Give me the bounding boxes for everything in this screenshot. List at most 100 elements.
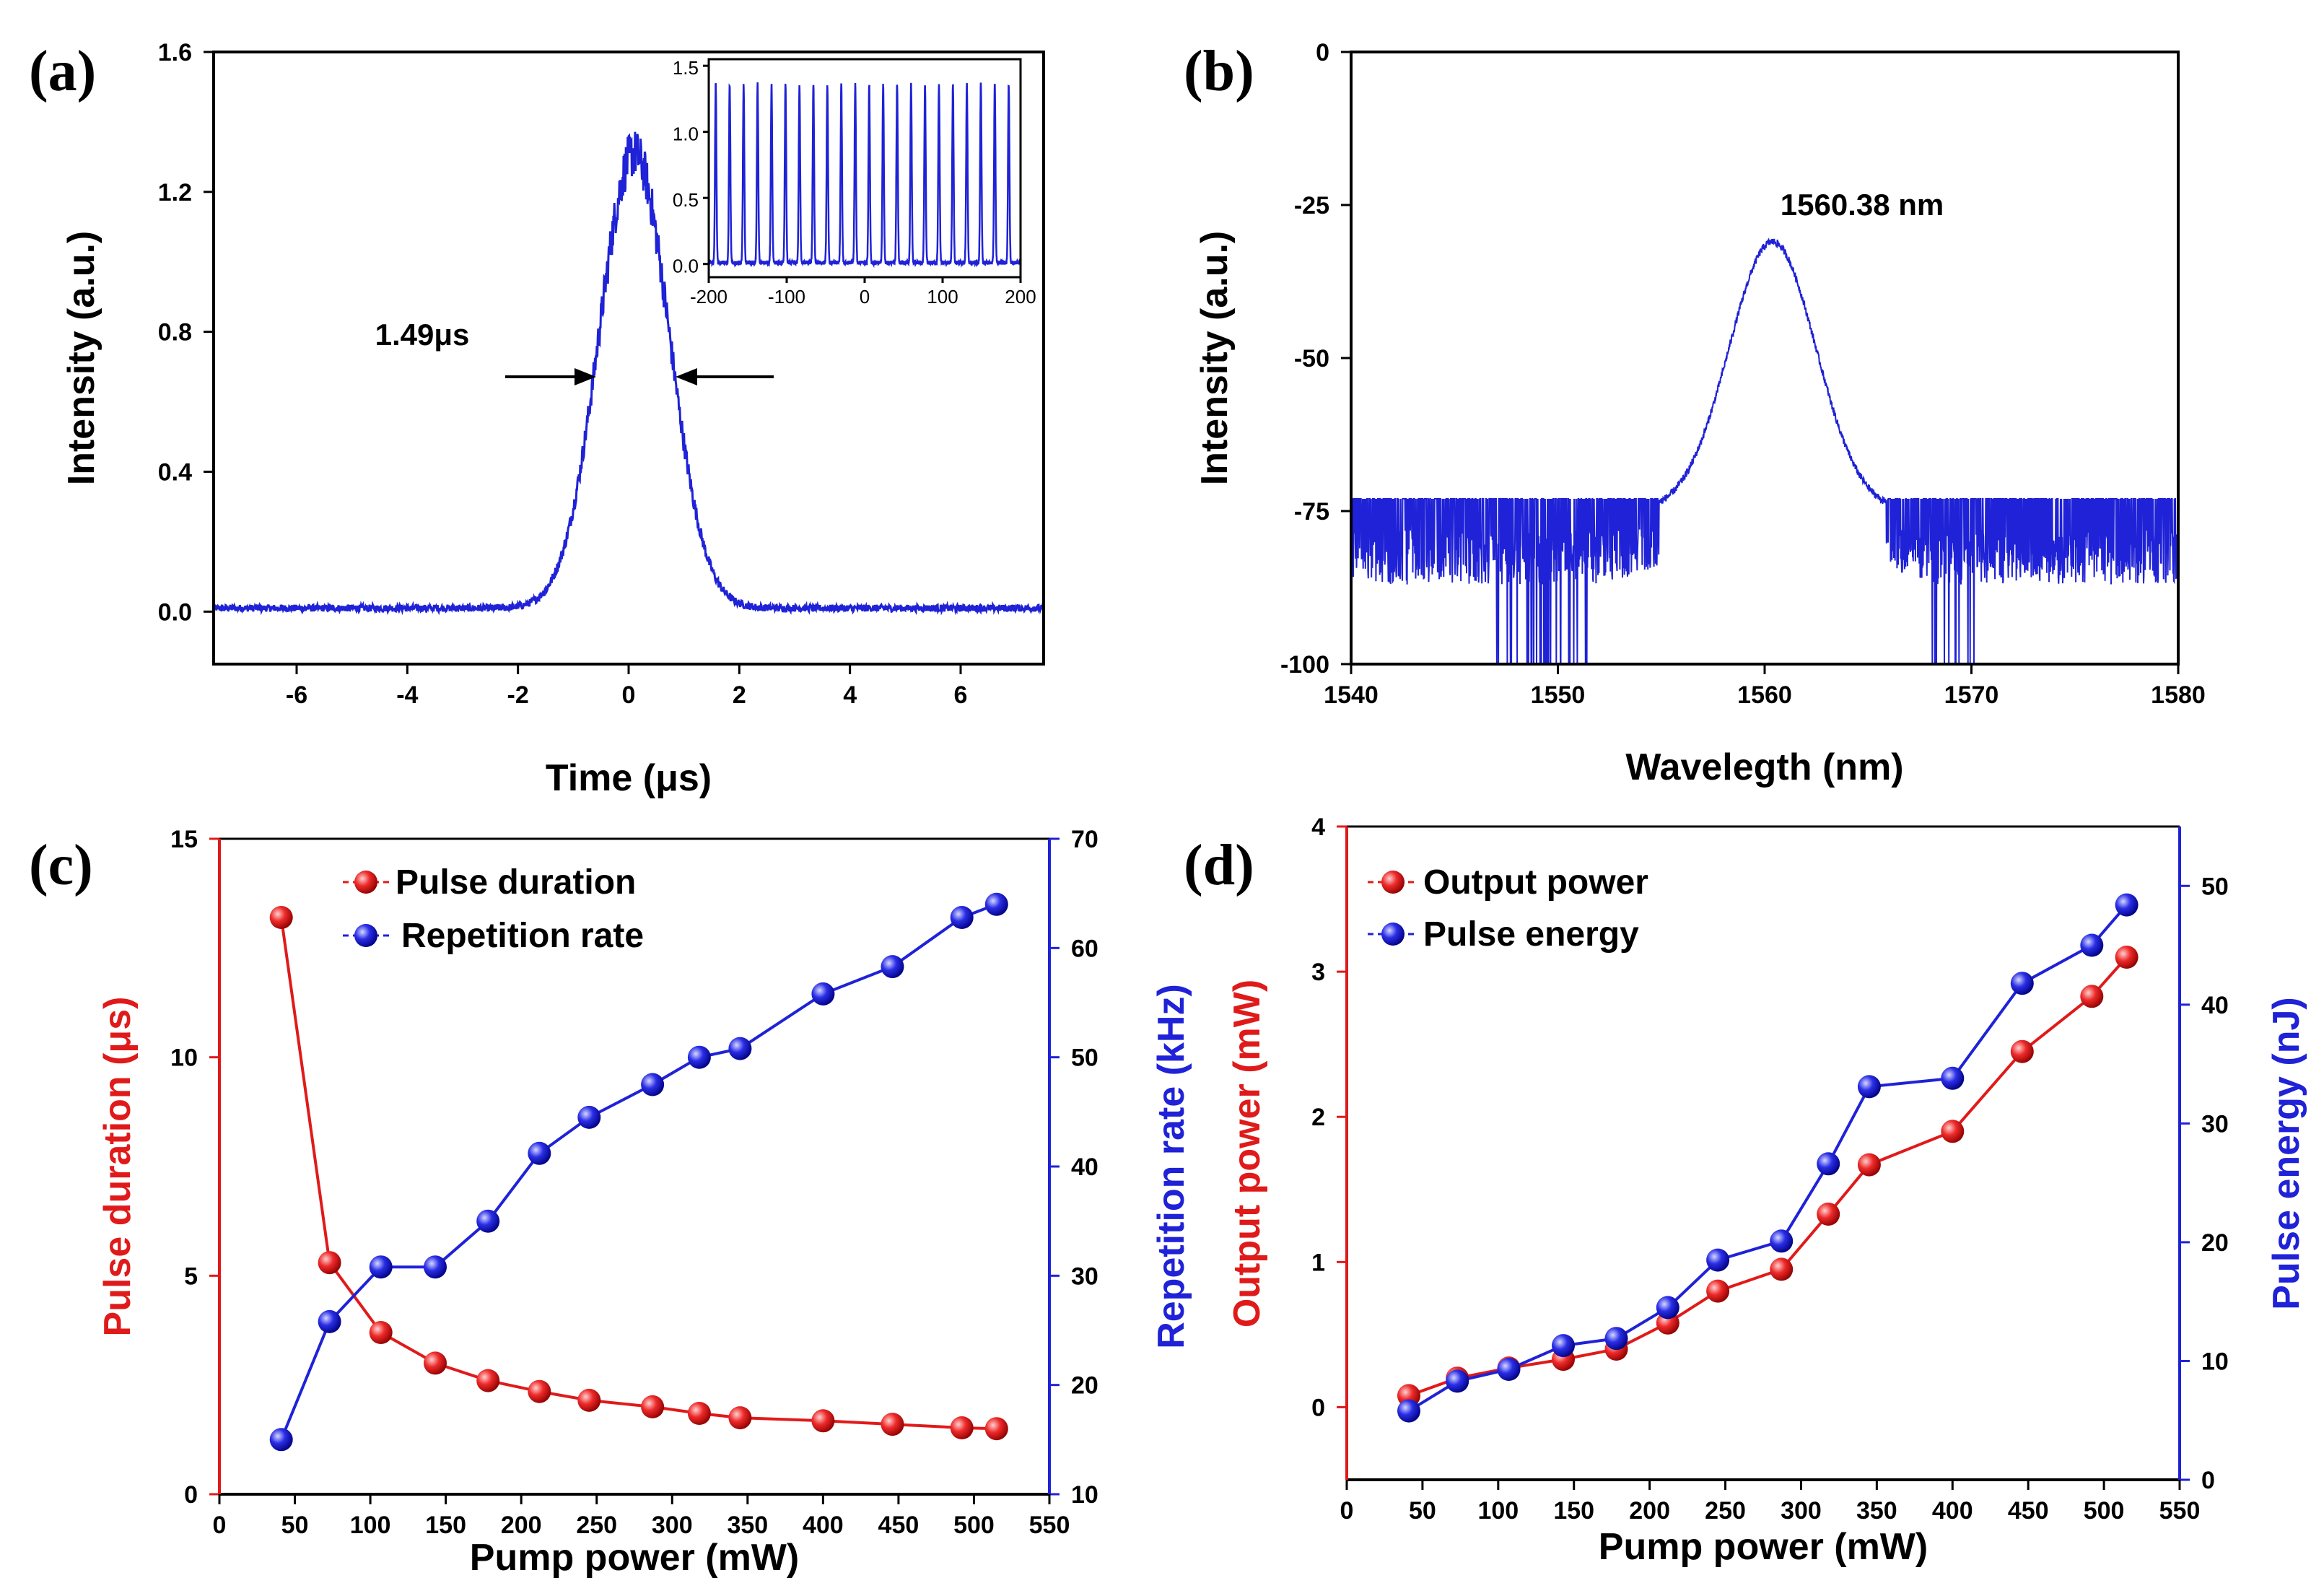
panel-c-series-0-point bbox=[950, 1416, 974, 1439]
panel-c-y2-tick-label: 40 bbox=[1071, 1154, 1098, 1181]
panel-c-series bbox=[269, 892, 1008, 1452]
panel-c-series-1-point bbox=[950, 906, 974, 929]
panel-a-y-tick-label: 0.4 bbox=[158, 458, 192, 486]
panel-b-spectrum-curve bbox=[1350, 237, 2179, 665]
panel-d-x-tick-label: 450 bbox=[2008, 1497, 2049, 1525]
inset-x-tick-label: 200 bbox=[1005, 286, 1036, 308]
panel-c-x-tick-label: 300 bbox=[652, 1512, 693, 1539]
panel-d-x-tick-label: 150 bbox=[1553, 1497, 1594, 1525]
panel-d-y2-tick-label: 10 bbox=[2201, 1348, 2229, 1375]
panel-c-series-1-point bbox=[728, 1037, 752, 1060]
panel-c-x-tick-label: 500 bbox=[953, 1512, 995, 1539]
panel-c-series-0-point bbox=[369, 1321, 393, 1344]
panel-c-series-1-point bbox=[881, 955, 904, 979]
panel-d-series-1-point bbox=[1604, 1327, 1628, 1351]
panel-b-x-tick-label: 1580 bbox=[2151, 681, 2206, 709]
panel-d-series-1-point bbox=[2010, 972, 2034, 995]
legend-pulse-duration-marker bbox=[354, 871, 377, 894]
panel-d-x-label: Pump power (mW) bbox=[1599, 1526, 1928, 1568]
panel-d-y-tick-label: 4 bbox=[1311, 814, 1325, 841]
panel-d-series-1-point bbox=[1817, 1152, 1840, 1176]
panel-d-y-tick-label: 3 bbox=[1311, 959, 1325, 986]
panel-b-y-tick-label: -50 bbox=[1294, 345, 1329, 372]
panel-c-y-ticks: 0 5 10 15 bbox=[170, 826, 219, 1509]
panel-a-y-tick-label: 1.6 bbox=[158, 39, 192, 66]
panel-d-x-tick-label: 350 bbox=[1856, 1497, 1897, 1525]
panel-b-peak-annotation: 1560.38 nm bbox=[1781, 188, 1944, 222]
panel-d-series-0-point bbox=[2080, 985, 2104, 1008]
panel-d-series-0-line bbox=[1408, 956, 2128, 1397]
panel-d-y-tick-label: 0 bbox=[1311, 1394, 1325, 1421]
panel-c-series-0-point bbox=[318, 1251, 341, 1275]
panel-d-y-tick-label: 2 bbox=[1311, 1104, 1325, 1131]
inset-pulse-train bbox=[707, 82, 1022, 269]
panel-a-x-tick-label: -2 bbox=[507, 681, 529, 709]
panel-a-fwhm-annotation: 1.49μs bbox=[375, 318, 470, 352]
panel-c-series-0-point bbox=[811, 1409, 835, 1433]
panel-c-x-tick-label: 100 bbox=[350, 1512, 391, 1539]
panel-c-series-1-point bbox=[984, 892, 1008, 916]
panel-c-series-1-point bbox=[476, 1209, 500, 1233]
legend-pulse-duration-label: Pulse duration bbox=[396, 863, 636, 902]
inset-x-tick-label: -100 bbox=[768, 286, 805, 308]
inset-x-tick-label: 0 bbox=[860, 286, 870, 308]
panel-d-series-0-point bbox=[1857, 1153, 1881, 1177]
legend-repetition-rate-label: Repetition rate bbox=[401, 917, 644, 955]
panel-a-y-tick-label: 1.2 bbox=[158, 179, 192, 206]
panel-d-y2-ticks: 0 10 20 30 40 50 bbox=[2180, 873, 2229, 1494]
panel-a-inset: 0.0 0.5 1.0 1.5 -200 -100 0 100 200 bbox=[673, 57, 1036, 308]
panel-b-y-tick-label: -25 bbox=[1294, 192, 1329, 219]
panel-c-series-1-point bbox=[318, 1309, 341, 1333]
panel-c-label: (c) bbox=[29, 834, 93, 897]
panel-d-series-1-point bbox=[1397, 1399, 1420, 1423]
panel-d-y2-tick-label: 0 bbox=[2201, 1467, 2215, 1494]
panel-c-series-1-point bbox=[269, 1428, 293, 1452]
panel-c-x-tick-label: 150 bbox=[425, 1512, 466, 1539]
panel-d-y2-tick-label: 40 bbox=[2201, 992, 2229, 1019]
panel-d-x-tick-label: 50 bbox=[1409, 1497, 1436, 1525]
panel-d-series-0-point bbox=[1706, 1279, 1730, 1303]
panel-d-series-1-point bbox=[2115, 893, 2139, 917]
panel-b-y-label: Intensity (a.u.) bbox=[1194, 231, 1236, 485]
panel-d-y2-tick-label: 50 bbox=[2201, 873, 2229, 900]
panel-a: (a) 0.0 0.4 0.8 1.2 1.6 -6 -4 -2 0 2 4 6 Time (μs)… bbox=[29, 39, 1045, 799]
panel-d-series-0-point bbox=[1941, 1120, 1965, 1143]
panel-c-series-0-point bbox=[476, 1369, 500, 1392]
legend-output-power-marker bbox=[1381, 871, 1405, 894]
panel-a-x-ticks: -6 -4 -2 0 2 4 6 bbox=[286, 664, 967, 709]
panel-c-y2-tick-label: 70 bbox=[1071, 826, 1098, 853]
inset-y-tick-label: 0.5 bbox=[673, 189, 699, 211]
panel-d-x-tick-label: 550 bbox=[2159, 1497, 2201, 1525]
panel-d-x-tick-label: 0 bbox=[1340, 1497, 1354, 1525]
inset-y-tick-label: 1.5 bbox=[673, 57, 699, 79]
panel-c-series-1-point bbox=[641, 1073, 665, 1096]
panel-d-y2-label: Pulse energy (nJ) bbox=[2266, 997, 2307, 1309]
panel-a-y-tick-label: 0.8 bbox=[158, 319, 192, 346]
panel-b-x-tick-label: 1570 bbox=[1944, 681, 1999, 709]
panel-c-series-0-point bbox=[641, 1395, 665, 1418]
panel-c-series-1-point bbox=[687, 1045, 711, 1069]
panel-c-y2-ticks: 10 20 30 40 50 60 70 bbox=[1049, 826, 1098, 1509]
panel-c-series-1-line bbox=[279, 902, 997, 1441]
panel-d-y2-tick-label: 30 bbox=[2201, 1110, 2229, 1138]
panel-a-y-tick-label: 0.0 bbox=[158, 598, 192, 626]
panel-c-series-0-point bbox=[528, 1379, 551, 1403]
panel-d-series-0-point bbox=[1770, 1257, 1794, 1281]
panel-d-series-0-point bbox=[1817, 1203, 1840, 1226]
panel-c-x-tick-label: 350 bbox=[727, 1512, 768, 1539]
panel-d-x-tick-label: 100 bbox=[1477, 1497, 1519, 1525]
panel-c-series-1-point bbox=[811, 982, 835, 1006]
panel-c-series-1-point bbox=[577, 1105, 601, 1129]
fwhm-right-arrow-head bbox=[676, 368, 697, 385]
panel-d-series-0-point bbox=[2115, 946, 2139, 969]
panel-b-y-tick-label: 0 bbox=[1316, 39, 1329, 66]
panel-c-y2-tick-label: 30 bbox=[1071, 1263, 1098, 1290]
panel-d-series-1-point bbox=[1941, 1066, 1965, 1090]
panel-d-series-1-point bbox=[1857, 1075, 1881, 1099]
panel-d-series-1-point bbox=[1497, 1358, 1521, 1381]
panel-c-series-0-point bbox=[881, 1413, 904, 1436]
panel-a-y-ticks: 0.0 0.4 0.8 1.2 1.6 bbox=[158, 39, 214, 626]
panel-b-frame bbox=[1350, 51, 2180, 666]
panel-d-y-label: Output power (mW) bbox=[1226, 980, 1268, 1327]
panel-a-x-tick-label: -4 bbox=[396, 681, 418, 709]
